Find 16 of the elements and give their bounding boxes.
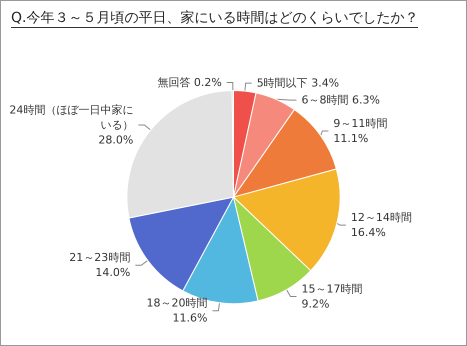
data-label: 9.2% [302,298,330,311]
data-label: 16.4% [350,226,386,240]
slice-label: 9～11時間 [333,116,388,130]
data-label: 28.0% [98,133,134,146]
slice-label: 18～20時間 [146,296,208,310]
data-label: 11.1% [333,132,368,145]
data-label: 14.0% [95,266,130,280]
chart-title: Q.今年３～５月頃の平日、家にいる時間はどのくらいでしたか？ [11,9,418,28]
data-label: 11.6% [172,312,208,325]
slice-label: 無回答 0.2% [157,76,222,89]
slice-label: 12～14時間 [350,211,412,224]
slice-label: 21～23時間 [69,251,130,264]
slice-label: 6～8時間 6.3% [301,94,380,107]
slice-label: 5時間以下 3.4% [256,76,340,90]
slice-label: 15～17時間 [302,282,363,296]
slice-label: 24時間（ほぼ一日中家にいる） [9,103,134,132]
